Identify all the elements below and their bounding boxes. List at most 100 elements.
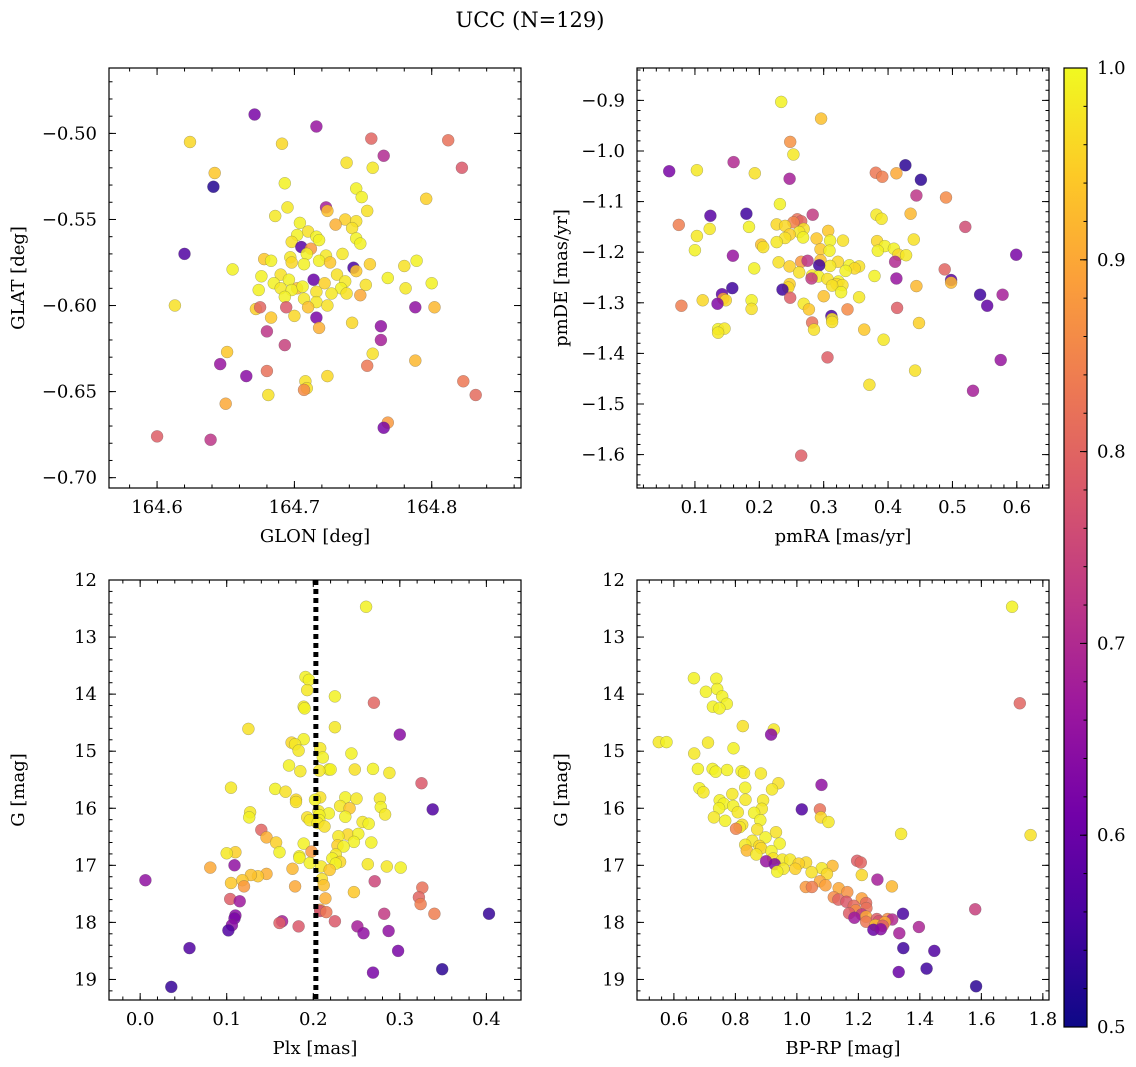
y-tick-label: 12: [602, 570, 625, 591]
data-point: [819, 879, 832, 892]
data-point: [224, 781, 238, 794]
data-point: [269, 209, 282, 223]
data-point: [224, 876, 238, 890]
data-point: [784, 291, 797, 304]
data-point: [288, 309, 301, 323]
data-point: [436, 963, 449, 976]
data-point: [359, 600, 373, 613]
data-point: [399, 282, 412, 295]
data-point: [675, 299, 688, 312]
data-point: [821, 351, 834, 364]
data-point: [279, 785, 292, 798]
data-point: [316, 751, 329, 764]
data-point: [183, 135, 197, 149]
data-point: [910, 189, 923, 202]
data-point: [319, 892, 332, 905]
data-point: [220, 847, 233, 860]
y-tick-label: 19: [602, 969, 625, 990]
data-point: [348, 763, 361, 776]
x-tick-label: 0.6: [1002, 497, 1031, 518]
y-tick-label: −1.6: [581, 445, 625, 466]
y-tick-label: −1.1: [581, 192, 625, 213]
data-point: [726, 787, 739, 801]
y-tick-label: −0.65: [42, 382, 97, 403]
y-tick-label: −0.50: [42, 123, 97, 144]
data-point: [228, 859, 241, 872]
data-point: [687, 672, 701, 685]
data-point: [691, 762, 705, 776]
data-point: [855, 868, 868, 882]
data-point: [378, 907, 391, 920]
data-point: [208, 166, 221, 180]
data-point: [393, 728, 406, 741]
data-point: [301, 683, 314, 697]
data-point: [899, 158, 912, 172]
data-point: [875, 212, 888, 226]
data-point: [442, 134, 455, 147]
data-point: [300, 247, 313, 261]
x-tick-label: 0.1: [681, 497, 710, 518]
axes-frame: [108, 579, 522, 1001]
data-point: [805, 866, 818, 879]
y-tick-label: 13: [74, 627, 97, 648]
axes-frame: [108, 67, 522, 489]
data-point: [1010, 248, 1023, 261]
data-point: [297, 837, 310, 850]
x-tick-label: 0.0: [126, 1009, 155, 1030]
x-tick-label: 1.8: [1029, 1009, 1058, 1030]
data-point: [775, 95, 788, 109]
data-point: [896, 907, 910, 920]
data-point: [381, 271, 394, 285]
data-point: [482, 907, 496, 920]
data-point: [320, 905, 333, 919]
data-point: [260, 325, 274, 338]
data-point: [297, 383, 311, 397]
data-point: [292, 920, 305, 933]
data-point: [253, 301, 267, 314]
data-point: [365, 836, 378, 849]
data-point: [378, 808, 392, 821]
data-point: [914, 173, 928, 187]
data-point: [292, 744, 305, 757]
data-point: [380, 860, 393, 873]
data-point: [293, 851, 306, 865]
points-bprp_g: [652, 600, 1037, 993]
data-point: [739, 781, 752, 794]
data-point: [773, 837, 786, 850]
data-point: [939, 191, 953, 204]
x-tick-label: 0.3: [386, 1009, 415, 1030]
data-point: [858, 323, 871, 336]
data-point: [317, 879, 330, 892]
data-point: [1024, 828, 1037, 842]
y-tick-label: 19: [74, 969, 97, 990]
data-point: [377, 421, 390, 434]
panels: 164.6 164.7 164.8 −0.50 −0.55 −0.60 −0.65 −0.70…: [8, 67, 1058, 1059]
data-point: [354, 237, 367, 250]
data-point: [455, 161, 469, 175]
data-point: [813, 259, 826, 272]
data-point: [282, 759, 296, 772]
colorbar-frame: [1063, 67, 1088, 1028]
data-point: [834, 286, 848, 299]
data-point: [248, 108, 261, 121]
data-point: [347, 885, 361, 899]
data-point: [321, 369, 334, 383]
data-point: [394, 861, 407, 874]
y-tick-label: 16: [602, 798, 625, 819]
data-point: [328, 721, 342, 734]
data-point: [839, 264, 852, 278]
data-point: [382, 924, 395, 938]
data-point: [825, 315, 839, 329]
ticks: [109, 579, 522, 1000]
x-tick-label: 0.3: [809, 497, 838, 518]
data-point: [877, 333, 890, 346]
y-tick-label: −0.55: [42, 209, 97, 230]
data-point: [672, 218, 685, 232]
colorbar-tick-label: 0.5: [1097, 1017, 1126, 1038]
data-point: [810, 232, 823, 245]
data-point: [409, 354, 422, 367]
data-point: [354, 289, 367, 302]
y-tick-label: −0.60: [42, 296, 97, 317]
data-point: [920, 962, 933, 975]
data-point: [897, 941, 910, 955]
